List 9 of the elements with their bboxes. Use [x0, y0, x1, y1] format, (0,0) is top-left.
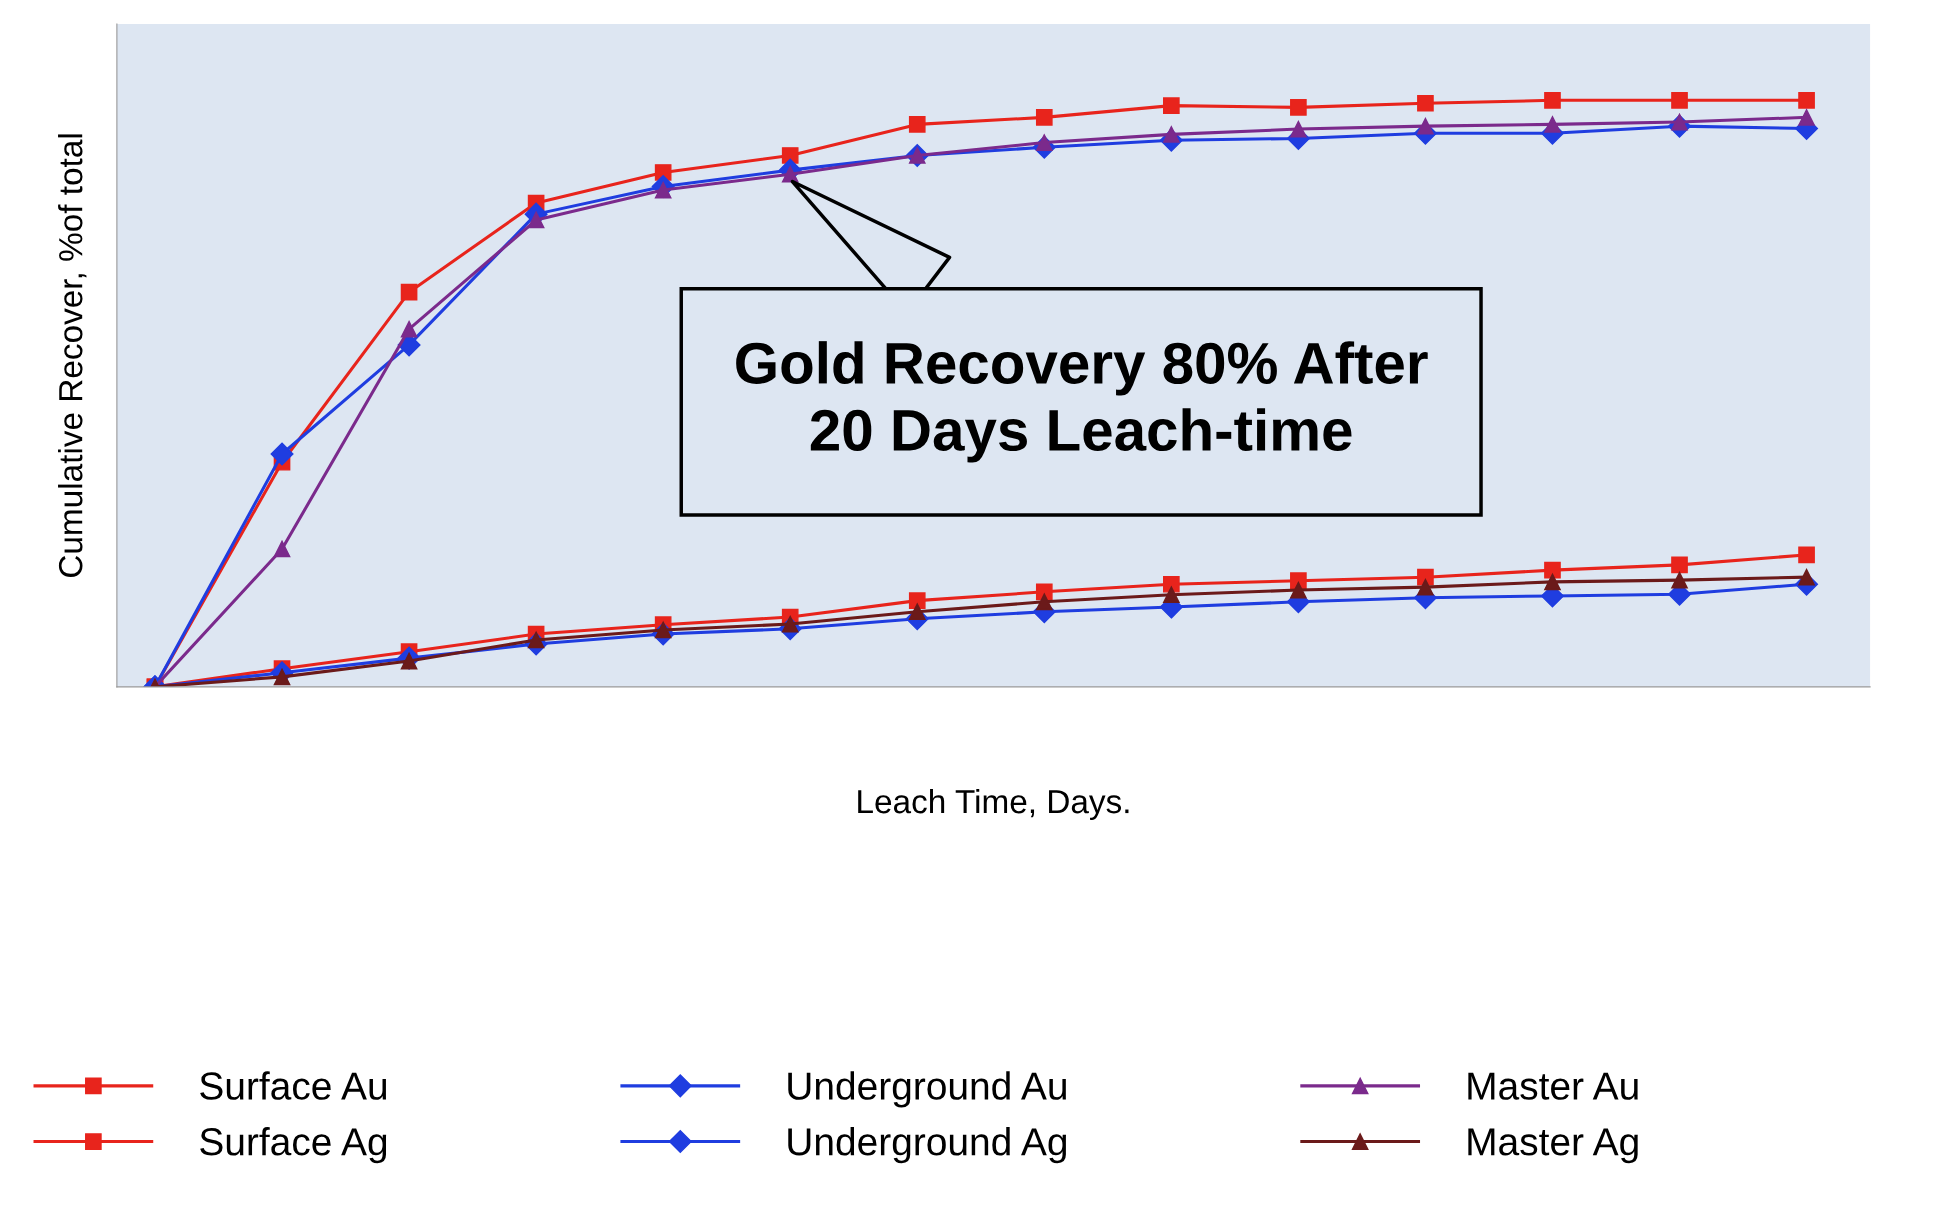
legend-label: Surface Ag — [200, 1127, 387, 1164]
legend-label: Master Ag — [1468, 1128, 1638, 1164]
legend-label: Surface Au — [200, 1071, 387, 1100]
legend-label: Master Au — [1468, 1072, 1638, 1100]
legend-label: Underground Au — [788, 1071, 1066, 1108]
legend-label: Underground Ag — [788, 1127, 1067, 1164]
x-axis-title: Leach Time, Days. — [858, 788, 1129, 821]
annotation: Gold Recovery 80% After 20 Days Leach-time — [736, 341, 1428, 463]
y-axis-title: Cumulative Recover, %of total — [58, 134, 87, 578]
